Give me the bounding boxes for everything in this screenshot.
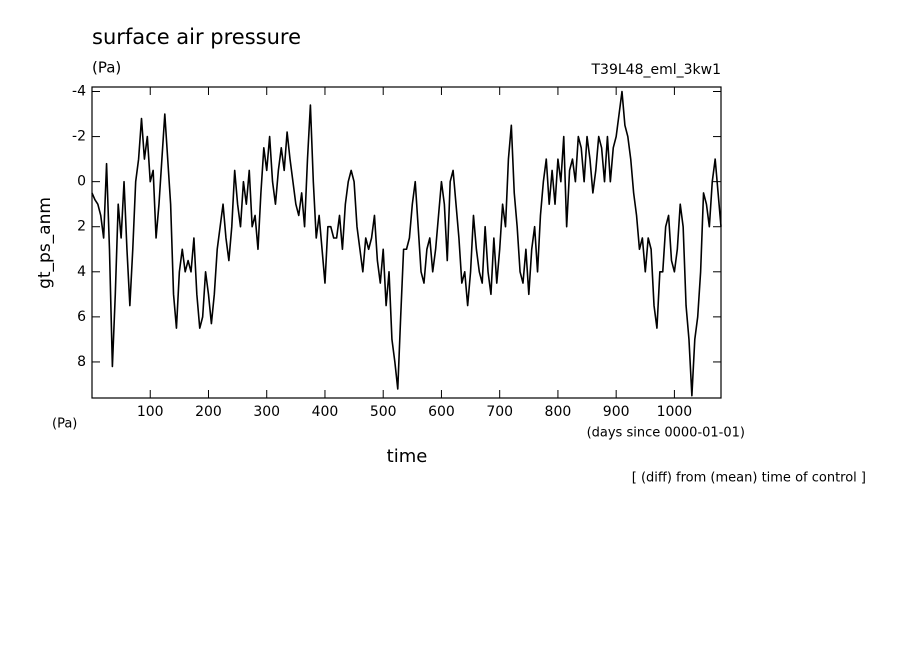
x-tick-label: 900 bbox=[603, 404, 630, 420]
y-tick-label: -2 bbox=[72, 129, 86, 145]
y-tick-label: -4 bbox=[72, 84, 86, 100]
y-axis-label: gt_ps_anm bbox=[35, 197, 55, 289]
y-tick-label: 0 bbox=[77, 174, 86, 190]
x-tick-label: 600 bbox=[428, 404, 455, 420]
note: [ (diff) from (mean) time of control ] bbox=[632, 471, 866, 486]
x-tick-label: 400 bbox=[312, 404, 339, 420]
plot-frame bbox=[91, 86, 722, 399]
x-tick-label: 200 bbox=[195, 404, 222, 420]
x-axis-label: time bbox=[387, 446, 428, 467]
x-tick-label: 1000 bbox=[657, 404, 693, 420]
y-tick-label: 2 bbox=[77, 219, 86, 235]
x-tick-label: 700 bbox=[486, 404, 513, 420]
chart-title: surface air pressure bbox=[92, 25, 301, 49]
y-tick-label: 8 bbox=[77, 354, 86, 370]
x-tick-label: 300 bbox=[253, 404, 280, 420]
x-unit-label: (days since 0000-01-01) bbox=[587, 426, 745, 441]
unit-label: (Pa) bbox=[92, 59, 121, 77]
run-label: T39L48_eml_3kw1 bbox=[591, 62, 722, 78]
y-tick-label: 4 bbox=[77, 264, 86, 280]
y-tick-label: 6 bbox=[77, 309, 86, 325]
x-tick-label: 100 bbox=[137, 404, 164, 420]
x-tick-label: 800 bbox=[545, 404, 572, 420]
y-unit-label: (Pa) bbox=[52, 417, 77, 432]
data-line bbox=[91, 90, 722, 397]
x-tick-label: 500 bbox=[370, 404, 397, 420]
